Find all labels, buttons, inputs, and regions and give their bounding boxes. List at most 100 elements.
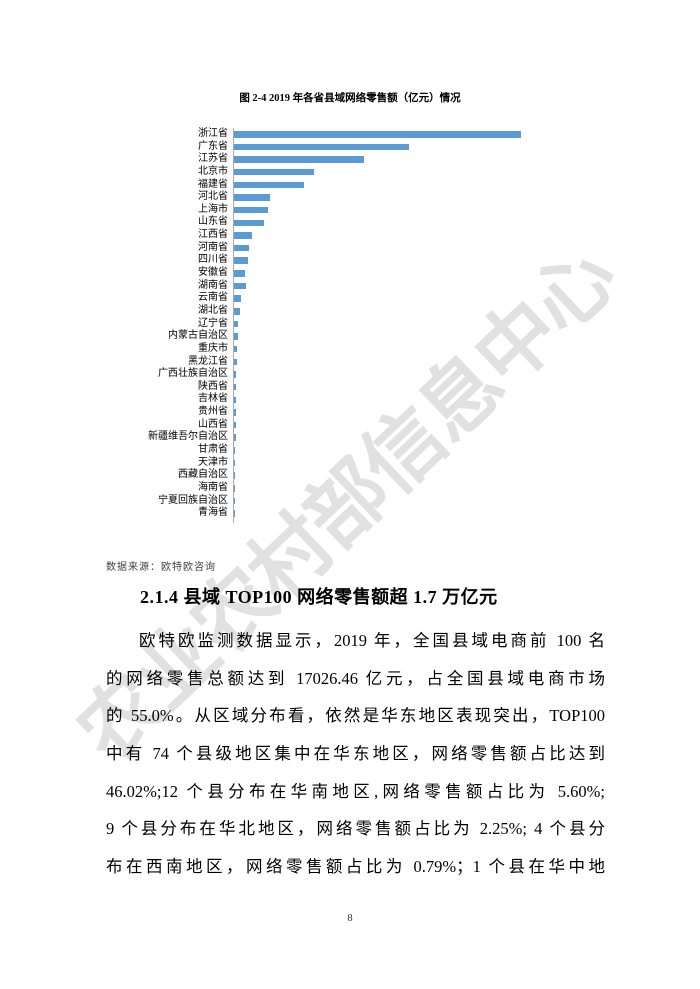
bar bbox=[234, 295, 241, 302]
chart-row: 河南省 bbox=[0, 241, 694, 255]
body-line: 46.02%;12 个县分布在华南地区,网络零售额占比为 5.60%; bbox=[106, 781, 605, 801]
bar bbox=[234, 434, 236, 441]
chart-row: 北京市 bbox=[0, 165, 694, 179]
chart-row: 吉林省 bbox=[0, 393, 694, 407]
chart-row: 贵州省 bbox=[0, 406, 694, 419]
bar-track bbox=[233, 140, 694, 154]
bar-label: 福建省 bbox=[198, 178, 228, 190]
bar bbox=[234, 421, 236, 429]
bar-label: 江苏省 bbox=[198, 153, 228, 165]
section-heading: 2.1.4 县域 TOP100 网络零售额超 1.7 万亿元 bbox=[140, 587, 498, 607]
bar bbox=[234, 206, 268, 214]
chart-row: 甘肃省 bbox=[0, 444, 694, 457]
bar bbox=[234, 358, 237, 366]
bar-track bbox=[233, 494, 694, 508]
bar-label: 北京市 bbox=[198, 165, 228, 177]
bar bbox=[234, 345, 238, 353]
bar-track bbox=[233, 279, 694, 293]
bar bbox=[234, 383, 237, 391]
bar-track bbox=[233, 469, 694, 482]
body-line: 欧特欧监测数据显示，2019 年，全国县域电商前 100 名 bbox=[139, 631, 605, 650]
bar-track bbox=[233, 203, 694, 217]
bar-label: 辽宁省 bbox=[198, 317, 228, 329]
chart-row: 浙江省 bbox=[0, 128, 694, 141]
bar-label: 内蒙古自治区 bbox=[168, 330, 228, 342]
paragraph: 欧特欧监测数据显示，2019 年，全国县域电商前 100 名 的网络零售总额达到… bbox=[106, 622, 605, 886]
bar-chart: 浙江省 广东省 江苏省 北京市 福建省 河北省 上海市 bbox=[0, 128, 694, 523]
bar-label: 江西省 bbox=[198, 229, 228, 241]
bar-track bbox=[233, 178, 694, 192]
bar-label: 吉林省 bbox=[198, 393, 228, 405]
body-line: 9 个县分布在华北地区，网络零售额占比为 2.25%; 4 个县分 bbox=[106, 819, 605, 839]
bar-label: 上海市 bbox=[198, 203, 228, 215]
chart-row: 安徽省 bbox=[0, 267, 694, 280]
body-line: 中有 74 个县级地区集中在华东地区，网络零售额占比达到 bbox=[106, 744, 605, 764]
bar bbox=[234, 232, 253, 239]
chart-row: 新疆维吾尔自治区 bbox=[0, 431, 694, 445]
bar-label: 广东省 bbox=[198, 140, 228, 152]
bar-track bbox=[233, 229, 694, 242]
page-number: 8 bbox=[347, 913, 353, 924]
bar bbox=[234, 447, 236, 454]
bar-label: 湖南省 bbox=[198, 279, 228, 291]
bar-track bbox=[233, 507, 694, 520]
bar-track bbox=[233, 431, 694, 445]
bar bbox=[234, 320, 238, 328]
chart-row: 江西省 bbox=[0, 229, 694, 242]
chart-row: 福建省 bbox=[0, 178, 694, 192]
bar bbox=[234, 371, 237, 378]
bar-label: 甘肃省 bbox=[198, 444, 228, 456]
bar bbox=[234, 257, 249, 264]
bar bbox=[234, 497, 235, 505]
body-line: 布在西南地区，网络零售额占比为 0.79%；1 个县在华中地 bbox=[106, 857, 605, 877]
bar-track bbox=[233, 481, 694, 495]
bar-label: 新疆维吾尔自治区 bbox=[148, 431, 228, 443]
bar-track bbox=[233, 267, 694, 280]
bar-label: 西藏自治区 bbox=[178, 469, 228, 481]
chart-row: 上海市 bbox=[0, 203, 694, 217]
bar-label: 四川省 bbox=[198, 254, 228, 266]
bar-track bbox=[233, 241, 694, 255]
bar bbox=[234, 459, 235, 467]
chart-row: 青海省 bbox=[0, 507, 694, 520]
bar bbox=[234, 143, 410, 151]
bar-track bbox=[233, 355, 694, 369]
bar bbox=[234, 510, 235, 517]
bar-track bbox=[233, 165, 694, 179]
bar bbox=[234, 333, 238, 340]
body-line: 的 55.0%。从区域分布看，依然是华东地区表现突出，TOP100 bbox=[106, 706, 605, 726]
chart-row: 湖南省 bbox=[0, 279, 694, 293]
chart-row: 广西壮族自治区 bbox=[0, 368, 694, 381]
chart-row: 山西省 bbox=[0, 418, 694, 432]
chart-row: 天津市 bbox=[0, 456, 694, 470]
chart-row: 河北省 bbox=[0, 191, 694, 204]
chart-row: 陕西省 bbox=[0, 380, 694, 394]
bar-track bbox=[233, 292, 694, 305]
bar bbox=[234, 485, 235, 492]
bar-label: 山西省 bbox=[198, 418, 228, 430]
bar bbox=[234, 282, 246, 290]
bar-track bbox=[233, 393, 694, 407]
chart-row: 海南省 bbox=[0, 481, 694, 495]
bar-label: 河北省 bbox=[198, 191, 228, 203]
bar-track bbox=[233, 128, 694, 141]
bar bbox=[234, 472, 235, 479]
bar-track bbox=[233, 456, 694, 470]
bar bbox=[234, 181, 305, 189]
chart-row: 黑龙江省 bbox=[0, 355, 694, 369]
bar bbox=[234, 194, 271, 201]
bar bbox=[234, 270, 246, 277]
figure-title: 图 2-4 2019 年各省县域网络零售额（亿元）情况 bbox=[239, 93, 461, 104]
chart-row: 云南省 bbox=[0, 292, 694, 305]
bar-track bbox=[233, 153, 694, 166]
bar-track bbox=[233, 330, 694, 343]
chart-row: 宁夏回族自治区 bbox=[0, 494, 694, 508]
bar-track bbox=[233, 406, 694, 419]
bar-track bbox=[233, 342, 694, 356]
bar bbox=[234, 244, 250, 252]
bar-track bbox=[233, 254, 694, 268]
bar-label: 海南省 bbox=[198, 481, 228, 493]
bar-label: 青海省 bbox=[198, 507, 228, 519]
bar-label: 湖北省 bbox=[198, 304, 228, 316]
bar-track bbox=[233, 380, 694, 394]
